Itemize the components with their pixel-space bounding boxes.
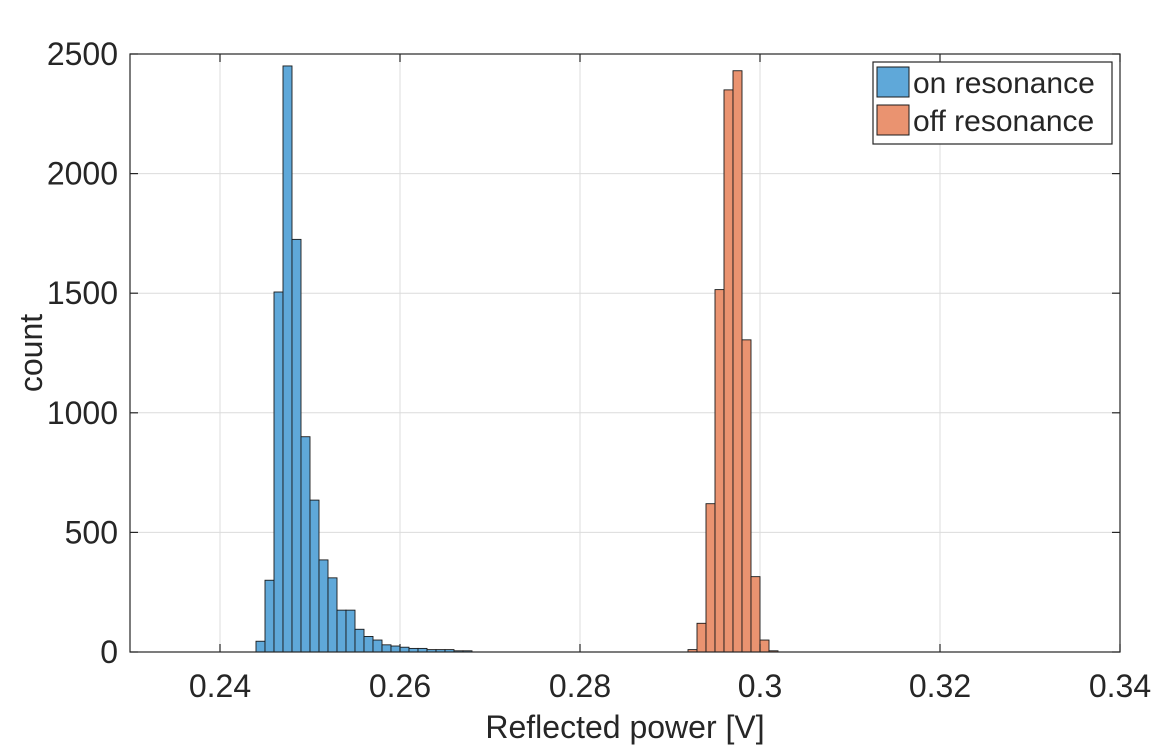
histogram-bar-off (732, 70, 743, 653)
histogram-bar-on (372, 639, 383, 653)
x-tick-label: 0.3 (738, 668, 782, 704)
histogram-bar-on (282, 65, 293, 653)
histogram-bar-off (750, 576, 761, 653)
y-axis-label: count (13, 314, 49, 392)
histogram-bar-on (264, 579, 275, 653)
histogram-bar-on (336, 609, 347, 653)
histogram-bar-on (327, 577, 338, 653)
histogram-bar-off (714, 289, 725, 653)
y-tick-label: 1000 (47, 395, 118, 431)
histogram-bar-on (291, 238, 302, 653)
y-tick-label: 2500 (47, 36, 118, 72)
histogram-bars (255, 65, 779, 653)
axis-ticks: 0.24 0.26 0.28 0.3 0.32 0.34 0 500 1000 1500 2000 2… (47, 36, 1151, 704)
histogram-bar-off (696, 622, 707, 653)
histogram-bar-on (390, 645, 401, 653)
x-tick-label: 0.26 (369, 668, 431, 704)
histogram-bar-on (273, 291, 284, 653)
histogram-bar-on (345, 609, 356, 653)
legend-swatch (876, 66, 910, 98)
legend-box (872, 61, 1113, 145)
histogram-bar-on (318, 559, 329, 653)
x-tick-label: 0.32 (909, 668, 971, 704)
x-tick-label: 0.28 (549, 668, 611, 704)
histogram-bar-off (759, 639, 770, 653)
histogram-bar-on (300, 436, 311, 653)
x-tick-label: 0.24 (189, 668, 251, 704)
legend-label: on resonance (913, 67, 1095, 100)
axes-box (129, 53, 1121, 653)
histogram-bar-on (309, 499, 320, 653)
legend: on resonance off resonance (872, 61, 1113, 145)
legend-label: off resonance (913, 105, 1094, 138)
y-tick-label: 1500 (47, 275, 118, 311)
histogram-bar-on (255, 640, 266, 653)
histogram-bar-on (363, 636, 374, 653)
histogram-bar-on (399, 646, 410, 653)
histogram-bar-on (381, 644, 392, 653)
histogram-bar-off (705, 503, 716, 653)
y-tick-label: 500 (65, 514, 118, 550)
histogram-bar-on (354, 628, 365, 653)
x-axis-label: Reflected power [V] (485, 709, 764, 745)
legend-swatch (876, 104, 910, 136)
histogram-bar-off (723, 89, 734, 653)
histogram-bar-off (741, 339, 752, 653)
y-tick-label: 0 (100, 634, 118, 670)
y-tick-label: 2000 (47, 156, 118, 192)
x-tick-label: 0.34 (1089, 668, 1151, 704)
